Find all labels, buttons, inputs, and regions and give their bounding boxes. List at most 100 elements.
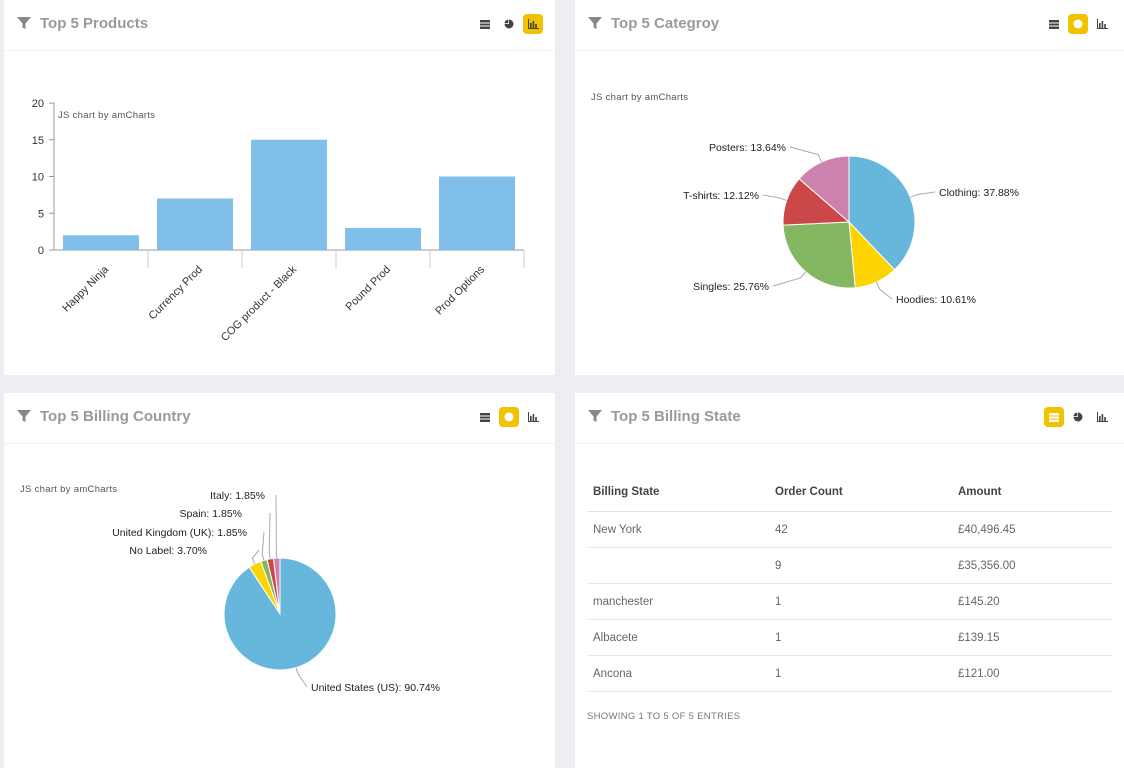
pie-label: Hoodies: 10.61%: [896, 294, 976, 306]
pie-leader-line: [251, 549, 260, 565]
pie-view-button[interactable]: [499, 407, 519, 427]
table-icon: [480, 19, 490, 29]
table-cell: £35,356.00: [952, 547, 1112, 584]
bar-view-button[interactable]: [523, 407, 543, 427]
bar: [251, 139, 327, 250]
column-header[interactable]: Amount: [952, 473, 1112, 512]
table-cell: Albacete: [587, 619, 769, 656]
panel-header: Top 5 Billing State: [575, 393, 1124, 444]
table-view-button[interactable]: [1044, 407, 1064, 427]
country-pie-chart: United States (US): 90.74% No Label: 3.70…: [112, 490, 440, 694]
pie-slice: [798, 155, 850, 224]
pie-leader-line: [910, 191, 936, 198]
panel-header: Top 5 Products: [4, 0, 555, 51]
table-view-button[interactable]: [475, 14, 495, 34]
category-panel: Top 5 Categroy JS chart by amCharts Clot…: [575, 0, 1124, 375]
pie-leader-line: [295, 667, 308, 688]
pie-leader-line: [762, 194, 787, 201]
pie-leader-line: [261, 531, 265, 561]
table-icon: [1049, 19, 1059, 29]
pie-slice: [848, 155, 916, 271]
pie-label: United States (US): 90.74%: [311, 682, 440, 694]
bar-chart-icon: [527, 19, 539, 29]
pie-label: No Label: 3.70%: [129, 545, 207, 557]
panel-title: Top 5 Products: [40, 15, 149, 32]
table-view-button[interactable]: [475, 407, 495, 427]
table-cell: New York: [587, 511, 769, 548]
panel-title: Top 5 Billing Country: [40, 408, 191, 425]
x-tick-label: Currency Prod: [146, 264, 205, 323]
column-header[interactable]: Billing State: [587, 473, 769, 512]
entries-info: SHOWING 1 TO 5 OF 5 ENTRIES: [587, 711, 741, 722]
filter-icon[interactable]: [16, 408, 32, 424]
filter-icon[interactable]: [587, 15, 603, 31]
bar-view-button[interactable]: [523, 14, 543, 34]
panel-header: Top 5 Categroy: [575, 0, 1124, 51]
bar-chart-icon: [1096, 412, 1108, 422]
chart-credit[interactable]: JS chart by amCharts: [20, 484, 118, 495]
products-bar-chart: 0 5 10 15 20 Happy Ninja Currency Prod COG prod…: [32, 98, 525, 344]
pie-icon: [1073, 19, 1083, 29]
table-row: Ancona 1 £121.00: [587, 655, 1112, 692]
x-tick-label: Prod Options: [433, 263, 487, 317]
pie-view-button[interactable]: [1068, 407, 1088, 427]
pie-label: Posters: 13.64%: [709, 142, 786, 154]
pie-label: Singles: 25.76%: [693, 281, 769, 293]
y-tick-label: 0: [38, 245, 44, 257]
pie-view-button[interactable]: [499, 14, 519, 34]
table-cell: 42: [769, 511, 952, 548]
table-row: 9 £35,356.00: [587, 547, 1112, 584]
chart-credit[interactable]: JS chart by amCharts: [58, 110, 156, 121]
table-cell: 1: [769, 655, 952, 692]
y-tick-label: 20: [32, 98, 44, 110]
table-cell: 1: [769, 583, 952, 620]
bar: [345, 227, 421, 250]
panel-header: Top 5 Billing Country: [4, 393, 555, 444]
pie-view-button[interactable]: [1068, 14, 1088, 34]
bar: [157, 198, 233, 250]
panel-title: Top 5 Categroy: [611, 15, 720, 32]
x-tick-label: Pound Prod: [344, 264, 394, 314]
table-cell: £145.20: [952, 583, 1112, 620]
x-tick-label: Happy Ninja: [60, 263, 111, 314]
y-tick-label: 5: [38, 208, 44, 220]
y-tick-label: 10: [32, 172, 44, 184]
column-header[interactable]: Order Count: [769, 473, 952, 512]
pie-leader-line: [789, 146, 823, 163]
panel-title: Top 5 Billing State: [611, 408, 741, 425]
bar: [63, 235, 139, 250]
products-panel: Top 5 Products JS chart by amCharts 0 5 10…: [4, 0, 555, 375]
pie-label: Italy: 1.85%: [210, 490, 265, 502]
table-row: New York 42 £40,496.45: [587, 511, 1112, 548]
pie-label: Clothing: 37.88%: [939, 187, 1019, 199]
pie-icon: [1073, 412, 1083, 422]
x-tick-label: COG product - Black: [219, 263, 300, 344]
bar-chart-icon: [1096, 19, 1108, 29]
pie-label: Spain: 1.85%: [180, 508, 242, 520]
table-header-row: Billing State Order Count Amount: [587, 473, 1112, 512]
table-cell: Ancona: [587, 655, 769, 692]
y-tick-label: 15: [32, 135, 44, 147]
table-view-button[interactable]: [1044, 14, 1064, 34]
pie-label: United Kingdom (UK): 1.85%: [112, 527, 247, 539]
pie-leader-line: [268, 512, 271, 559]
chart-credit[interactable]: JS chart by amCharts: [591, 92, 689, 103]
pie-slice: [272, 557, 281, 615]
table-row: Albacete 1 £139.15: [587, 619, 1112, 656]
bar-chart-icon: [527, 412, 539, 422]
pie-leader-line: [275, 494, 278, 559]
table-cell: £139.15: [952, 619, 1112, 656]
pie-leader-line: [875, 281, 893, 300]
bar-view-button[interactable]: [1092, 407, 1112, 427]
table-cell: 9: [769, 547, 952, 584]
table-cell: £40,496.45: [952, 511, 1112, 548]
table-cell: [587, 547, 769, 584]
filter-icon[interactable]: [16, 15, 32, 31]
bar: [439, 176, 515, 250]
filter-icon[interactable]: [587, 408, 603, 424]
table-cell: £121.00: [952, 655, 1112, 692]
table-cell: 1: [769, 619, 952, 656]
pie-icon: [504, 412, 514, 422]
pie-slice: [782, 221, 856, 289]
bar-view-button[interactable]: [1092, 14, 1112, 34]
